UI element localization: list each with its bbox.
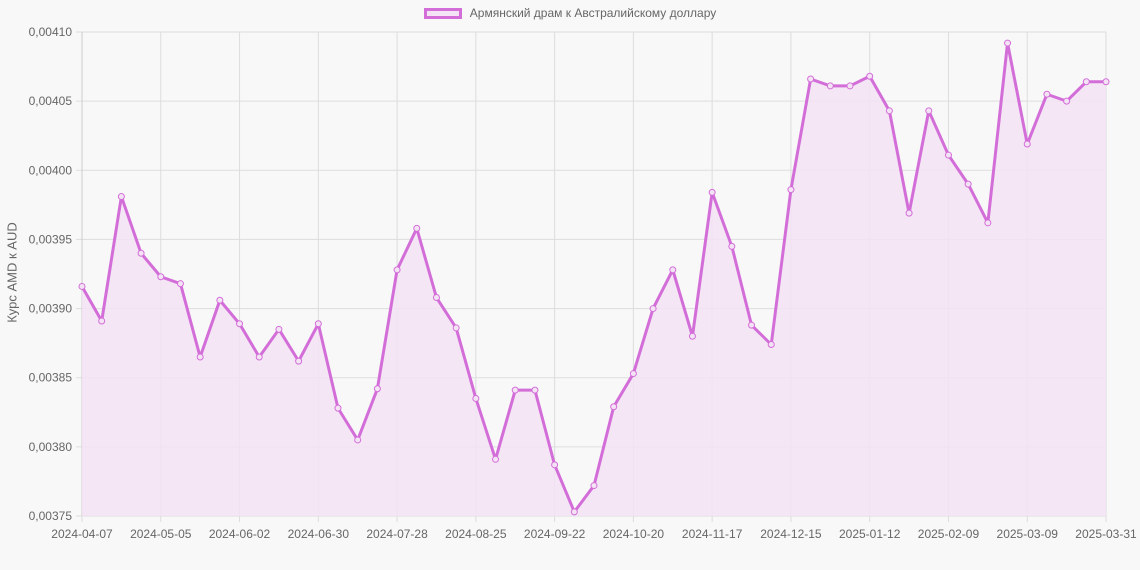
data-point[interactable] <box>551 461 559 469</box>
data-point[interactable] <box>137 249 145 257</box>
data-point[interactable] <box>295 357 303 365</box>
data-point[interactable] <box>905 209 913 217</box>
x-tick-label: 2025-01-12 <box>839 527 901 541</box>
x-tick-label: 2024-04-07 <box>51 527 113 541</box>
data-point[interactable] <box>728 242 736 250</box>
data-point[interactable] <box>590 482 598 490</box>
data-point[interactable] <box>432 294 440 302</box>
y-tick-label: 0,00380 <box>29 440 73 454</box>
data-point[interactable] <box>669 266 677 274</box>
data-point[interactable] <box>610 403 618 411</box>
data-point[interactable] <box>236 320 244 328</box>
data-point[interactable] <box>511 386 519 394</box>
x-tick-label: 2024-05-05 <box>130 527 192 541</box>
data-point[interactable] <box>98 317 106 325</box>
x-tick-label: 2024-10-20 <box>603 527 665 541</box>
data-point[interactable] <box>570 508 578 516</box>
data-point[interactable] <box>984 219 992 227</box>
x-tick-label: 2025-03-31 <box>1075 527 1137 541</box>
data-point[interactable] <box>531 386 539 394</box>
data-point[interactable] <box>176 280 184 288</box>
data-point[interactable] <box>964 180 972 188</box>
data-point[interactable] <box>748 321 756 329</box>
data-point[interactable] <box>314 320 322 328</box>
y-tick-label: 0,00375 <box>29 509 73 523</box>
data-point[interactable] <box>1063 97 1071 105</box>
x-tick-label: 2025-02-09 <box>918 527 980 541</box>
data-point[interactable] <box>925 107 933 115</box>
data-point[interactable] <box>767 341 775 349</box>
data-point[interactable] <box>354 436 362 444</box>
y-axis-ticks: 0,00410 0,00405 0,00400 0,00395 0,00390 0,003… <box>29 25 73 523</box>
data-point[interactable] <box>846 82 854 90</box>
x-axis-ticks: 2024-04-07 2024-05-05 2024-06-02 2024-06-30… <box>51 527 1137 541</box>
x-tick-label: 2024-07-28 <box>366 527 428 541</box>
legend-label: Армянский драм к Австралийскому доллару <box>469 6 717 20</box>
data-point[interactable] <box>629 370 637 378</box>
data-point[interactable] <box>413 224 421 232</box>
data-points <box>78 39 1110 516</box>
data-point[interactable] <box>373 385 381 393</box>
area-fill <box>82 43 1106 516</box>
chart-legend[interactable]: Армянский драм к Австралийскому доллару <box>0 6 1140 20</box>
data-point[interactable] <box>688 332 696 340</box>
data-point[interactable] <box>1102 78 1110 86</box>
data-point[interactable] <box>1023 140 1031 148</box>
data-point[interactable] <box>275 325 283 333</box>
data-point[interactable] <box>216 296 224 304</box>
x-tick-label: 2024-12-15 <box>760 527 822 541</box>
data-point[interactable] <box>708 188 716 196</box>
y-tick-label: 0,00405 <box>29 94 73 108</box>
data-point[interactable] <box>196 353 204 361</box>
data-point[interactable] <box>472 394 480 402</box>
data-point[interactable] <box>866 72 874 80</box>
data-point[interactable] <box>1043 90 1051 98</box>
data-point[interactable] <box>255 353 263 361</box>
data-point[interactable] <box>78 282 86 290</box>
x-tick-label: 2025-03-09 <box>997 527 1059 541</box>
y-tick-label: 0,00410 <box>29 25 73 39</box>
data-point[interactable] <box>393 266 401 274</box>
y-tick-label: 0,00390 <box>29 302 73 316</box>
x-tick-label: 2024-06-30 <box>288 527 350 541</box>
legend-swatch <box>423 7 462 19</box>
data-point[interactable] <box>452 324 460 332</box>
data-point[interactable] <box>1004 39 1012 47</box>
x-tick-label: 2024-11-17 <box>682 527 743 541</box>
data-point[interactable] <box>826 82 834 90</box>
data-point[interactable] <box>944 151 952 159</box>
data-point[interactable] <box>334 404 342 412</box>
data-point[interactable] <box>117 193 125 201</box>
x-tick-label: 2024-09-22 <box>524 527 586 541</box>
data-point[interactable] <box>1082 78 1090 86</box>
y-tick-label: 0,00385 <box>29 371 73 385</box>
data-point[interactable] <box>807 75 815 83</box>
data-point[interactable] <box>885 107 893 115</box>
x-tick-label: 2024-06-02 <box>209 527 271 541</box>
y-tick-label: 0,00400 <box>29 163 73 177</box>
y-tick-label: 0,00395 <box>29 232 73 246</box>
data-point[interactable] <box>787 186 795 194</box>
data-point[interactable] <box>157 273 165 281</box>
x-tick-label: 2024-08-25 <box>445 527 507 541</box>
data-point[interactable] <box>492 455 500 463</box>
data-point[interactable] <box>649 305 657 313</box>
